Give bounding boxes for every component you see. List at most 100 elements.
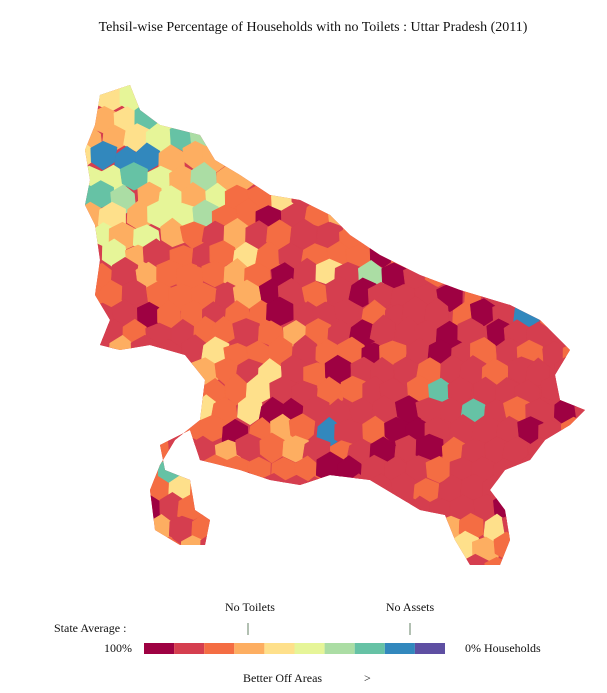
tehsil-region: [537, 143, 566, 171]
tehsil-region: [572, 166, 585, 196]
legend-swatch: [264, 643, 295, 654]
tehsil-region: [85, 299, 96, 328]
tehsil-region: [424, 529, 451, 561]
footer-label: Better Off Areas: [243, 671, 322, 685]
tehsil-region: [505, 555, 533, 565]
tehsil-region: [121, 514, 147, 545]
tehsil-region: [485, 122, 511, 151]
tehsil-region: [85, 85, 91, 98]
tehsil-region: [484, 205, 512, 235]
tehsil-region: [246, 456, 271, 485]
tehsil-region: [468, 182, 496, 211]
tehsil-region: [459, 199, 485, 231]
tehsil-region: [198, 414, 227, 442]
tehsil-region: [85, 399, 108, 427]
tehsil-region: [179, 376, 205, 408]
tehsil-region: [85, 337, 94, 366]
tehsil-region: [497, 219, 523, 248]
tehsil-region: [108, 532, 137, 565]
tehsil-region: [358, 178, 386, 208]
tehsil-region: [571, 237, 585, 268]
legend-swatch: [414, 643, 445, 654]
tehsil-region: [326, 120, 354, 152]
tehsil-region: [85, 101, 96, 131]
tehsil-region: [437, 238, 464, 269]
tehsil-region: [535, 535, 564, 563]
tehsil-region: [270, 105, 298, 137]
tehsil-region: [562, 179, 585, 211]
tehsil-region: [559, 534, 585, 563]
tehsil-region: [549, 552, 576, 565]
tehsil-region: [134, 415, 162, 443]
tehsil-region: [576, 438, 585, 468]
tehsil-region: [98, 556, 128, 565]
tehsil-region: [426, 85, 456, 93]
tehsil-region: [290, 147, 317, 176]
tehsil-region: [380, 103, 407, 133]
tehsil-region: [438, 122, 464, 150]
tehsil-region: [574, 358, 585, 387]
tehsil-region: [367, 555, 395, 565]
tehsil-region: [90, 377, 116, 407]
legend-swatch: [144, 643, 175, 654]
tehsil-region: [277, 123, 305, 152]
legend-swatch: [204, 643, 235, 654]
tehsil-region: [551, 474, 579, 503]
tehsil-region: [563, 494, 585, 526]
tehsil-region: [148, 86, 175, 116]
tehsil-region: [576, 554, 585, 565]
tehsil-region: [304, 126, 329, 154]
tehsil-region: [250, 85, 274, 97]
tehsil-region: [259, 432, 285, 464]
tehsil-region: [223, 101, 251, 133]
tehsil-region: [391, 516, 418, 544]
tehsil-region: [224, 536, 250, 563]
tehsil-region: [85, 223, 95, 253]
tehsil-region: [383, 141, 410, 175]
tehsil-region: [473, 376, 498, 406]
tehsil-region: [527, 283, 553, 313]
tehsil-region: [452, 225, 478, 252]
tehsil-region: [560, 103, 585, 134]
tehsil-region: [158, 85, 185, 97]
tehsil-region: [438, 552, 466, 565]
tehsil-region: [256, 162, 285, 191]
tehsil-region: [348, 514, 377, 543]
tehsil-region: [502, 165, 529, 194]
tehsil-region: [346, 122, 373, 151]
tehsil-region: [517, 416, 544, 445]
tehsil-region: [517, 491, 543, 523]
tehsil-region: [303, 516, 332, 544]
tehsil-region: [234, 471, 262, 503]
tehsil-region: [215, 85, 242, 113]
tehsil-region: [167, 432, 197, 462]
tehsil-region: [450, 85, 478, 93]
tehsil-region: [501, 120, 530, 152]
tehsil-region: [401, 85, 429, 96]
tehsil-region: [300, 553, 327, 565]
tehsil-region: [551, 203, 578, 234]
tehsil-region: [418, 88, 444, 115]
tehsil-region: [473, 144, 501, 176]
tehsil-region: [572, 279, 585, 310]
tehsil-region: [156, 376, 183, 408]
tehsil-region: [542, 261, 568, 290]
tehsil-region: [505, 473, 533, 504]
tehsil-region: [573, 125, 585, 156]
tehsil-region: [525, 244, 553, 275]
tehsil-region: [493, 258, 520, 290]
tehsil-region: [292, 106, 319, 137]
tehsil-region: [234, 511, 261, 544]
tehsil-region: [574, 399, 585, 430]
tehsil-region: [457, 240, 485, 269]
tehsil-region: [402, 219, 428, 250]
tehsil-region: [447, 261, 473, 291]
tehsil-region: [538, 419, 565, 449]
tehsil-region: [562, 341, 585, 370]
tehsil-region: [525, 516, 551, 545]
legend-marker-label: No Assets: [386, 600, 435, 614]
tehsil-region: [102, 399, 130, 427]
tehsil-region: [303, 396, 330, 424]
tehsil-region: [525, 122, 552, 153]
tehsil-region: [535, 85, 561, 91]
